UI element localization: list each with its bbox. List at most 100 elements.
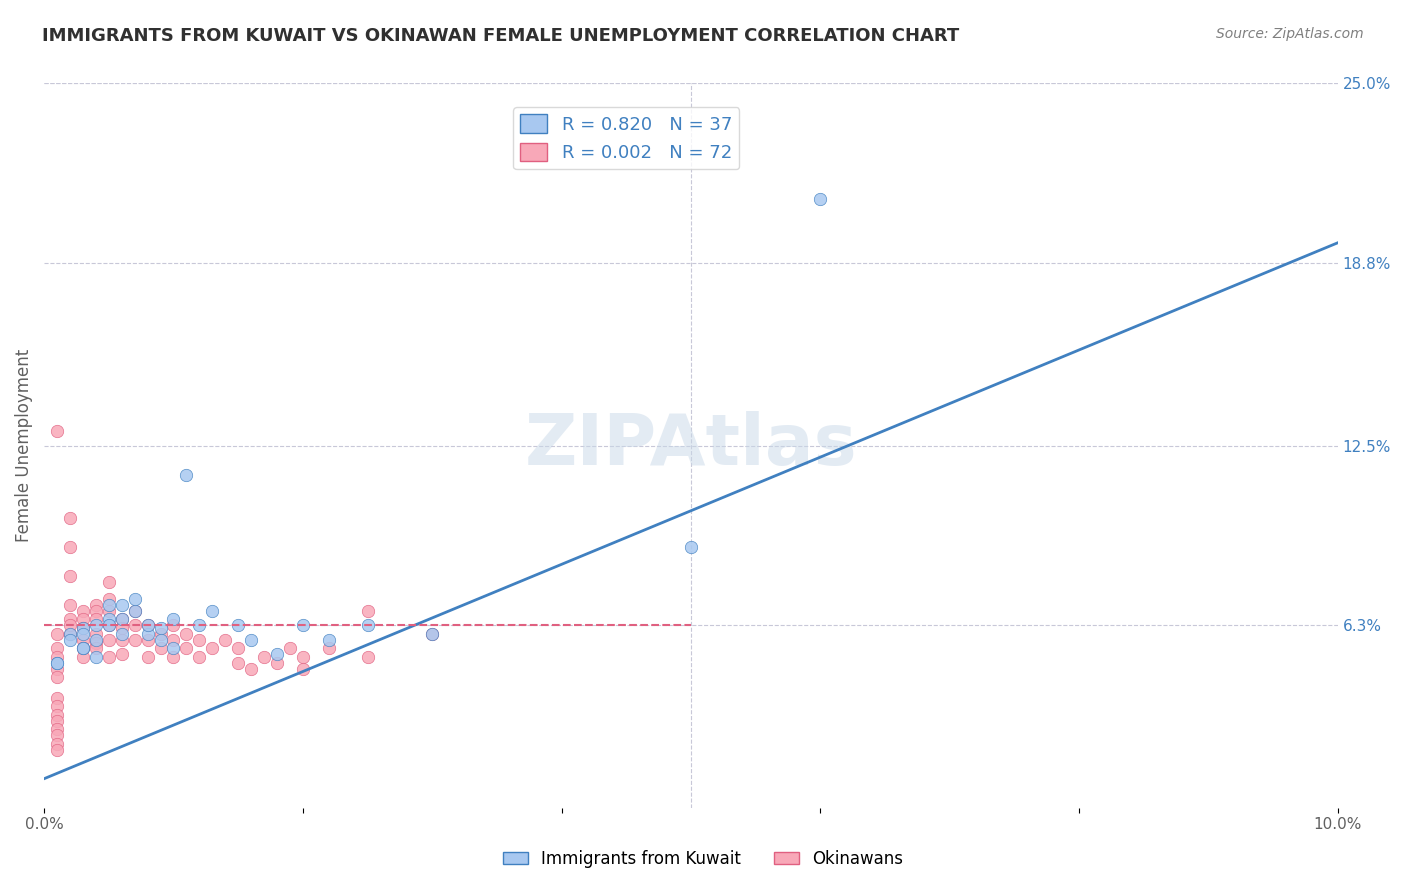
Point [72,621,94,635]
Point [59,598,82,612]
Point [188,650,211,665]
Text: Source: ZipAtlas.com: Source: ZipAtlas.com [1216,27,1364,41]
Point [46,737,69,751]
Point [46,656,69,670]
Point [240,632,263,647]
Point [46,708,69,723]
Point [46,714,69,728]
Point [111,612,134,626]
Point [72,632,94,647]
Point [46,662,69,676]
Point [124,592,146,607]
Legend: Immigrants from Kuwait, Okinawans: Immigrants from Kuwait, Okinawans [496,844,910,875]
Point [291,618,314,632]
Legend: R = 0.820   N = 37, R = 0.002   N = 72: R = 0.820 N = 37, R = 0.002 N = 72 [513,107,740,169]
Point [46,728,69,742]
Point [46,641,69,656]
Text: IMMIGRANTS FROM KUWAIT VS OKINAWAN FEMALE UNEMPLOYMENT CORRELATION CHART: IMMIGRANTS FROM KUWAIT VS OKINAWAN FEMAL… [42,27,959,45]
Point [162,618,184,632]
Point [97,618,120,632]
Point [188,618,211,632]
Point [72,604,94,618]
Point [97,632,120,647]
Point [84,627,107,641]
Point [318,641,340,656]
Point [59,627,82,641]
Point [46,627,69,641]
Point [72,612,94,626]
Point [72,641,94,656]
Point [84,641,107,656]
Y-axis label: Female Unemployment: Female Unemployment [15,349,32,542]
Point [84,604,107,618]
Point [188,632,211,647]
Point [214,632,236,647]
Point [278,641,301,656]
Point [226,641,249,656]
Point [253,650,276,665]
Point [291,662,314,676]
Point [124,618,146,632]
Point [97,574,120,589]
Point [149,641,172,656]
Point [59,632,82,647]
Point [136,627,159,641]
Point [46,650,69,665]
Point [46,670,69,684]
Point [679,540,702,554]
Text: ZIPAtlas: ZIPAtlas [524,411,858,480]
Point [356,650,378,665]
Point [162,612,184,626]
Point [59,627,82,641]
Point [226,656,249,670]
Point [97,650,120,665]
Point [97,592,120,607]
Point [266,647,288,661]
Point [72,627,94,641]
Point [84,598,107,612]
Point [72,650,94,665]
Point [176,467,198,482]
Point [111,627,134,641]
Point [162,650,184,665]
Point [72,641,94,656]
Point [111,632,134,647]
Point [808,192,831,206]
Point [149,621,172,635]
Point [46,690,69,705]
Point [46,743,69,757]
Point [176,627,198,641]
Point [59,569,82,583]
Point [72,641,94,656]
Point [111,621,134,635]
Point [111,612,134,626]
Point [149,632,172,647]
Point [97,604,120,618]
Point [97,618,120,632]
Point [201,641,224,656]
Point [59,618,82,632]
Point [266,656,288,670]
Point [46,723,69,737]
Point [124,604,146,618]
Point [84,635,107,649]
Point [59,540,82,554]
Point [59,511,82,525]
Point [124,632,146,647]
Point [136,618,159,632]
Point [420,627,443,641]
Point [97,612,120,626]
Point [124,604,146,618]
Point [84,612,107,626]
Point [136,650,159,665]
Point [291,650,314,665]
Point [84,650,107,665]
Point [46,699,69,714]
Point [136,632,159,647]
Point [84,632,107,647]
Point [226,618,249,632]
Point [356,604,378,618]
Point [162,632,184,647]
Point [162,641,184,656]
Point [46,656,69,670]
